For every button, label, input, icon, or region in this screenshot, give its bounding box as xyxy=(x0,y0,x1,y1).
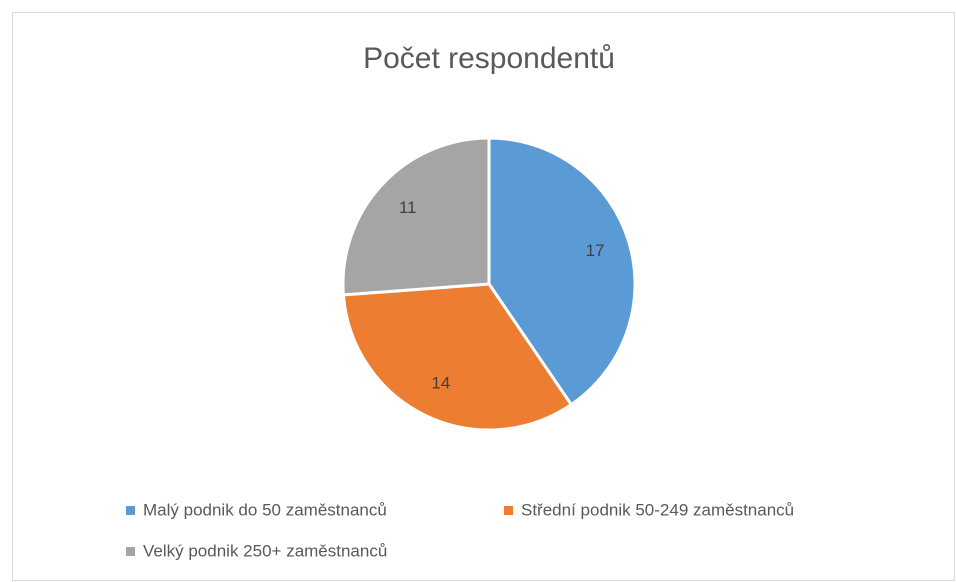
data-label: 11 xyxy=(399,198,417,217)
legend-label: Malý podnik do 50 zaměstnanců xyxy=(143,500,387,519)
legend-marker xyxy=(126,547,135,556)
pie-slice xyxy=(341,282,574,432)
chart-title: Počet respondentů xyxy=(363,42,615,75)
data-label: 14 xyxy=(431,373,450,392)
legend-marker xyxy=(126,506,135,515)
pie-slice xyxy=(341,136,491,297)
legend-label: Velký podnik 250+ zaměstnanců xyxy=(143,541,387,560)
legend-marker xyxy=(504,506,513,515)
data-label: 17 xyxy=(586,241,605,260)
pie-slice xyxy=(487,136,637,407)
legend-label: Střední podnik 50-249 zaměstnanců xyxy=(521,500,794,519)
